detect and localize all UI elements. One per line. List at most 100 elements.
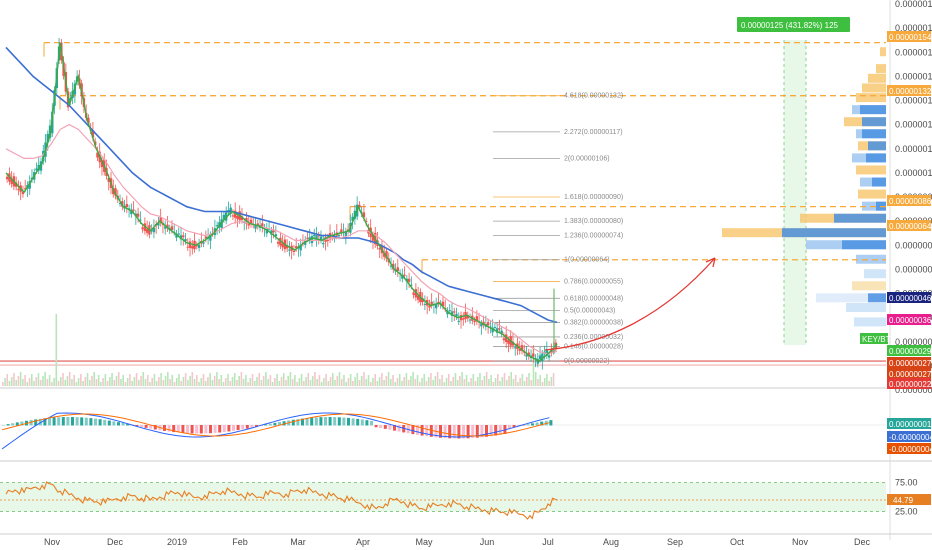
macd-histogram-bar	[153, 425, 157, 430]
macd-histogram-bar	[512, 425, 516, 428]
price-tag	[860, 333, 888, 344]
price-tag-label: 0.00000064	[889, 222, 932, 231]
price-pane[interactable]: 0.00000125 (431.82%) 125 4.618(0.00000132…	[0, 17, 886, 386]
candle-body	[326, 239, 329, 241]
candle-body	[145, 229, 149, 233]
candle-body	[434, 303, 438, 309]
candle-body	[475, 316, 479, 322]
volume-bar	[474, 381, 477, 386]
volume-bar	[77, 378, 80, 386]
macd-histogram-bar	[443, 425, 447, 439]
volume-bar	[434, 376, 437, 386]
candle-body	[23, 188, 27, 190]
candle-body	[346, 229, 350, 231]
volume-bar	[224, 378, 227, 386]
time-axis[interactable]: Nov Dec 2019 Feb Mar Apr May Jun Jul Aug Sep Oct Nov…	[44, 537, 871, 547]
candle-body	[534, 357, 537, 359]
macd-histogram-bar	[388, 425, 392, 430]
macd-histogram-bar	[351, 418, 355, 426]
volume-bar	[280, 377, 283, 386]
volume-profile-bar	[868, 73, 886, 83]
price-tag-label: 0.00000027	[889, 370, 932, 379]
macd-histogram-bar	[319, 417, 323, 426]
volume-bar	[447, 374, 450, 386]
volume-bar	[75, 382, 78, 386]
volume-profile-bar-strong	[872, 177, 886, 187]
rsi-pane[interactable]	[0, 481, 886, 520]
time-axis-label: Aug	[603, 537, 619, 547]
volume-bar	[144, 379, 147, 386]
macd-histogram-bar	[521, 425, 525, 426]
macd-histogram-bar	[540, 421, 544, 426]
macd-histogram-bar	[429, 425, 433, 437]
time-axis-label: Nov	[44, 537, 61, 547]
volume-bar	[213, 376, 216, 386]
candle-body	[288, 249, 291, 251]
macd-histogram-bar	[48, 417, 51, 426]
volume-bar	[452, 377, 455, 386]
time-axis-label: Mar	[290, 537, 306, 547]
candle-body	[520, 345, 524, 351]
volume-bar	[258, 373, 261, 386]
price-axis-tick: 0.00000160	[895, 23, 932, 33]
macd-histogram-bar	[452, 425, 456, 439]
candle-body	[279, 237, 282, 246]
candle-body	[378, 247, 381, 250]
volume-bar	[129, 374, 131, 386]
candle-body	[143, 223, 147, 232]
candle-body	[396, 267, 399, 272]
macd-histogram-bar	[379, 425, 383, 429]
volume-bar	[546, 374, 548, 386]
volume-bar	[492, 382, 495, 386]
macd-histogram-bar	[176, 425, 180, 433]
macd-histogram-bar	[365, 420, 369, 426]
volume-bar	[481, 380, 484, 386]
volume-bar	[296, 382, 298, 386]
macd-histogram-bar	[103, 419, 107, 426]
volume-bar	[519, 378, 521, 386]
volume-bar	[521, 374, 524, 386]
volume-bar	[412, 372, 414, 386]
volume-profile-bar-strong	[866, 153, 886, 163]
volume-bar	[539, 375, 541, 386]
candle-body	[385, 251, 388, 259]
candle-body	[152, 227, 156, 233]
candle-body	[308, 237, 311, 241]
candle-body	[42, 150, 45, 162]
rsi-axis-tick: 75.00	[895, 478, 918, 488]
macd-pane[interactable]	[0, 412, 886, 450]
volume-bar	[8, 381, 11, 386]
candle-body	[502, 338, 506, 341]
candle-body	[195, 245, 199, 247]
projection-arrow	[544, 257, 716, 351]
candle-body	[462, 318, 465, 320]
candle-body	[371, 235, 375, 241]
volume-bar	[274, 378, 276, 386]
price-axis-tick: 0.00000110	[895, 144, 932, 154]
volume-bar	[84, 377, 87, 386]
volume-bar	[33, 381, 35, 386]
candle-body	[184, 238, 187, 242]
volume-bar	[169, 379, 171, 386]
volume-bar	[140, 376, 142, 386]
candle-body	[107, 177, 110, 183]
fib-level-label: 0.618(0.00000048)	[564, 295, 623, 302]
volume-bar	[418, 382, 421, 386]
volume-bar	[354, 377, 356, 386]
volume-bar	[97, 375, 100, 386]
volume-bar	[126, 378, 129, 386]
volume-bar	[209, 373, 211, 386]
volume-bar	[479, 373, 481, 386]
macd-histogram-bar	[310, 417, 314, 426]
macd-histogram-bar	[218, 425, 222, 433]
volume-bar	[398, 374, 401, 386]
macd-histogram-bar	[29, 420, 33, 426]
fib-level-label: 1.618(0.00000090)	[564, 194, 623, 201]
volume-bar	[42, 376, 44, 386]
macd-histogram-bar	[264, 424, 268, 426]
macd-histogram-bar	[549, 420, 553, 426]
price-tag-label: 0.00000154	[889, 33, 932, 42]
candle-body	[247, 223, 250, 226]
price-axis[interactable]: 0.00000170 0.00000160 0.00000150 0.00000140…	[860, 0, 932, 517]
